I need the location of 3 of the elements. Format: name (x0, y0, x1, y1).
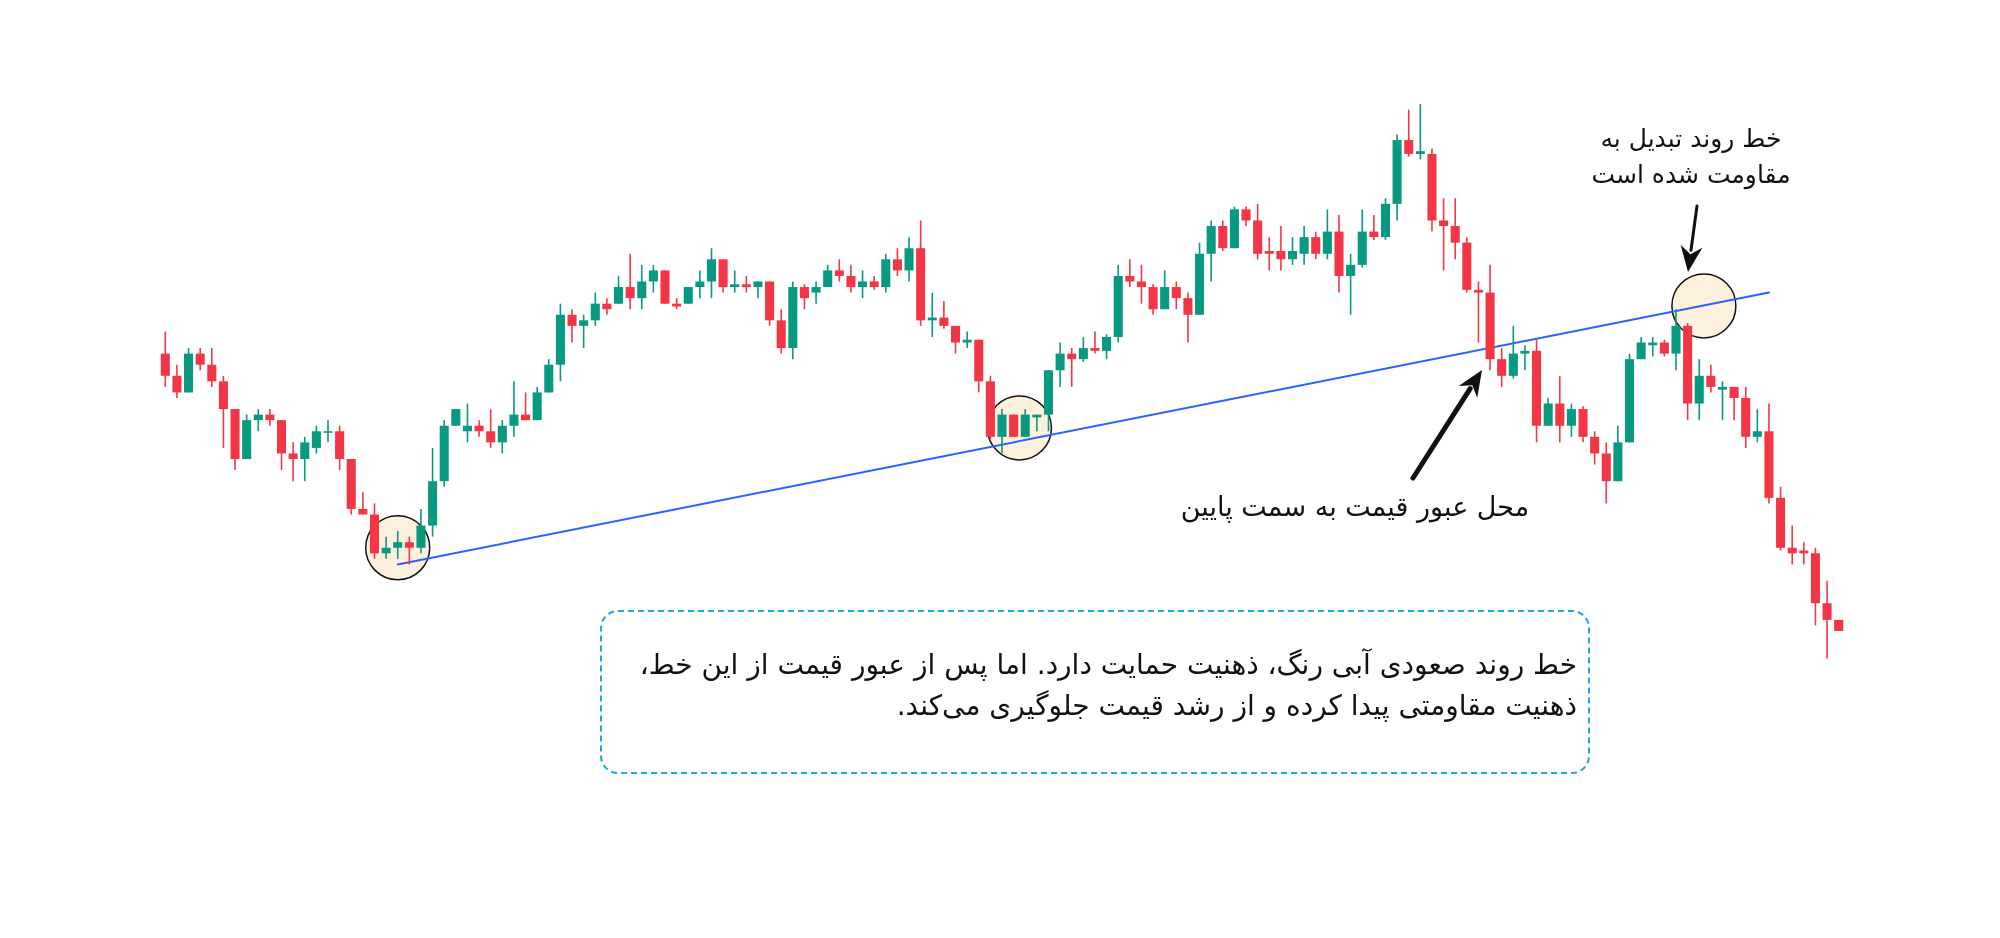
annotation: خط روند صعودی آبی رنگ، ذهنیت حمایت دارد. اما پس از عبور قیمت از این خط، ذهنیت مقاومتی پیدا کرده و از رشد قیمت جلوگیری می‌کند. (638, 647, 1577, 724)
annotation: خط روند تبدیل به مقاومت شده است (1590, 122, 1792, 192)
annotation: محل عبور قیمت به سمت پایین (1179, 489, 1531, 525)
